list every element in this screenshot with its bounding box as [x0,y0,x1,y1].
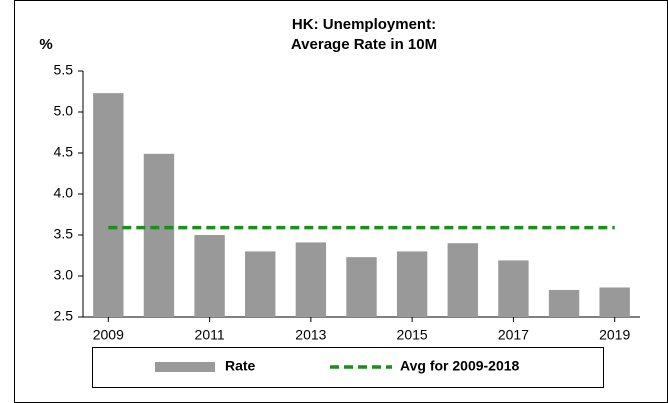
x-tick-label: 2019 [599,327,630,343]
bar [447,243,478,317]
bar [143,153,175,317]
bar [548,289,580,317]
y-tick-label: 2.5 [54,308,74,324]
chart-title: HK: Unemployment: [292,16,436,33]
y-tick-label: 4.0 [54,185,74,201]
y-tick-label: 4.5 [54,144,74,160]
x-tick-label: 2017 [498,327,529,343]
x-tick-label: 2009 [93,327,124,343]
chart-subtitle: Average Rate in 10M [291,36,437,53]
bar [346,257,377,317]
y-tick-label: 5.0 [54,103,74,119]
legend-box [92,347,604,388]
x-tick-label: 2011 [195,327,225,343]
bar [498,260,529,317]
bar [194,235,225,317]
x-tick-label: 2015 [397,327,428,343]
bar [295,242,327,317]
bar [93,93,124,317]
legend-swatch [155,362,215,372]
y-axis-label: % [39,36,52,53]
bar [245,251,276,317]
y-tick-label: 3.5 [54,226,74,242]
bar [396,251,428,317]
y-tick-label: 3.0 [54,267,74,283]
x-tick-label: 2013 [295,327,326,343]
legend-label: Rate [225,358,256,374]
y-tick-label: 5.5 [54,62,74,78]
bar [599,287,630,317]
legend-label: Avg for 2009-2018 [400,358,520,374]
